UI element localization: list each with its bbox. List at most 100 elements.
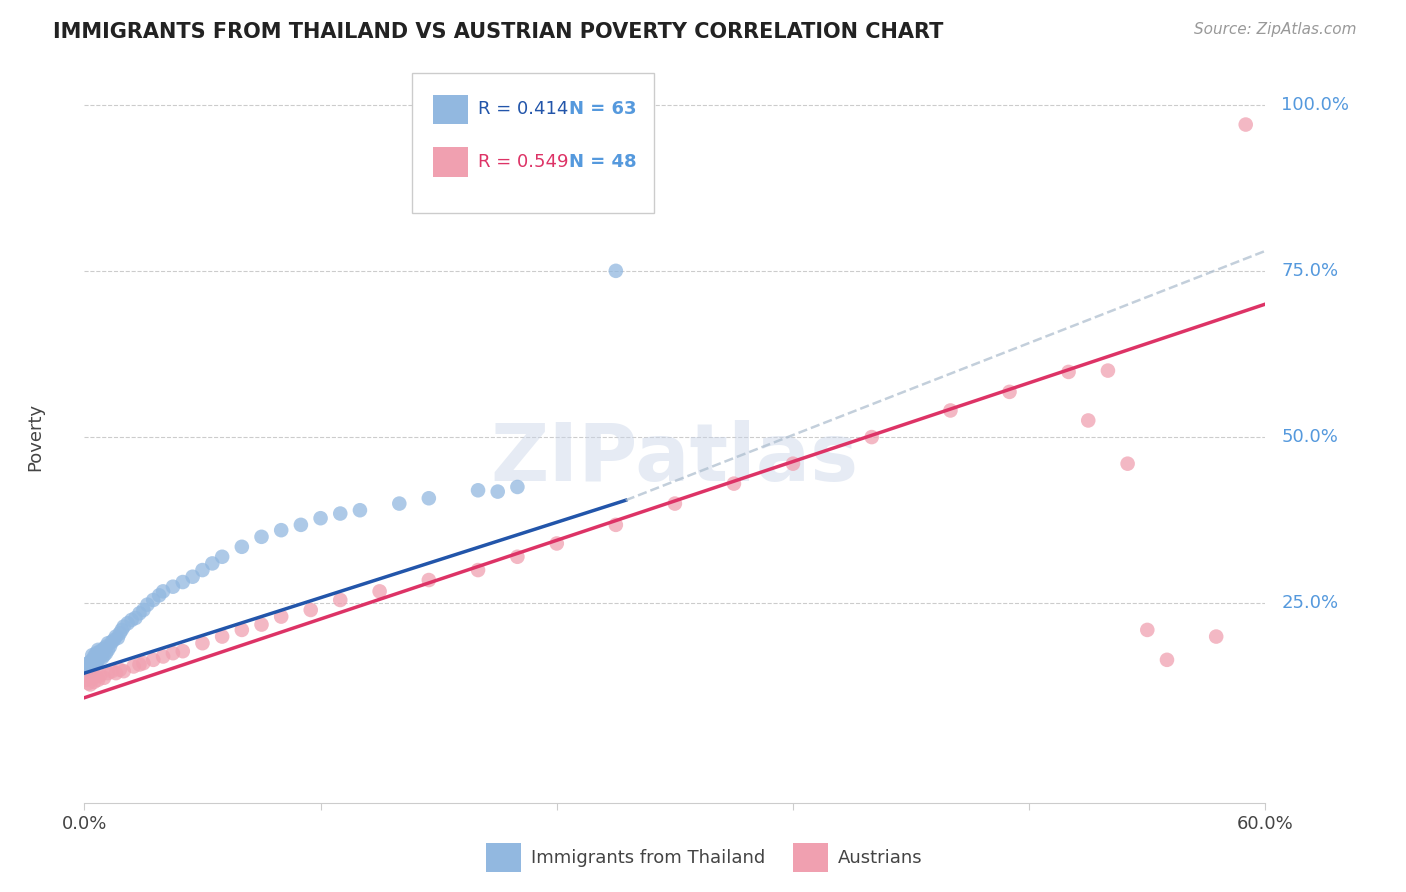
Text: Austrians: Austrians xyxy=(838,849,922,867)
Point xyxy=(211,630,233,644)
Point xyxy=(1097,363,1119,377)
Point xyxy=(290,517,312,532)
Point xyxy=(89,668,111,682)
Point xyxy=(172,644,194,658)
Point xyxy=(97,636,120,650)
Point xyxy=(82,657,104,672)
Point xyxy=(101,635,124,649)
Point xyxy=(201,557,224,571)
Point xyxy=(93,648,115,663)
Point xyxy=(998,384,1021,399)
Point xyxy=(1077,413,1099,427)
Point xyxy=(79,655,101,669)
Point xyxy=(87,673,110,687)
Point xyxy=(87,643,110,657)
Point xyxy=(939,403,962,417)
Point xyxy=(152,584,174,599)
Point xyxy=(388,497,411,511)
Text: R = 0.414: R = 0.414 xyxy=(478,101,568,119)
Text: IMMIGRANTS FROM THAILAND VS AUSTRIAN POVERTY CORRELATION CHART: IMMIGRANTS FROM THAILAND VS AUSTRIAN POV… xyxy=(53,22,943,42)
Point xyxy=(101,664,124,678)
Point xyxy=(1234,118,1257,132)
Point xyxy=(77,656,100,670)
Text: 25.0%: 25.0% xyxy=(1281,594,1339,612)
Point xyxy=(1136,623,1159,637)
Point xyxy=(142,653,165,667)
Point xyxy=(89,644,111,658)
Point xyxy=(82,653,104,667)
Point xyxy=(1116,457,1139,471)
Point xyxy=(87,648,110,663)
Point xyxy=(782,457,804,471)
Point xyxy=(231,623,253,637)
Point xyxy=(181,570,204,584)
Point xyxy=(83,654,105,668)
Text: Poverty: Poverty xyxy=(25,403,44,471)
Point xyxy=(84,669,107,683)
Point xyxy=(270,609,292,624)
Point xyxy=(1205,630,1227,644)
Point xyxy=(172,575,194,590)
Point xyxy=(1156,653,1178,667)
Point xyxy=(82,648,104,663)
Point xyxy=(506,549,529,564)
Point xyxy=(136,598,159,612)
Point xyxy=(75,663,97,677)
Point xyxy=(605,264,627,278)
Text: ZIPatlas: ZIPatlas xyxy=(491,420,859,498)
Bar xyxy=(486,843,522,872)
Point xyxy=(97,643,120,657)
Text: 75.0%: 75.0% xyxy=(1281,262,1339,280)
Point xyxy=(162,580,184,594)
Point xyxy=(97,666,120,681)
Point xyxy=(84,650,107,665)
Point xyxy=(112,619,135,633)
Point xyxy=(111,623,134,637)
Bar xyxy=(433,95,468,124)
Point xyxy=(93,671,115,685)
Point xyxy=(104,666,127,681)
FancyBboxPatch shape xyxy=(412,73,654,213)
Point xyxy=(142,593,165,607)
Text: 50.0%: 50.0% xyxy=(1281,428,1339,446)
Point xyxy=(329,507,352,521)
Point xyxy=(132,656,155,670)
Point xyxy=(250,617,273,632)
Point xyxy=(250,530,273,544)
Point xyxy=(83,649,105,664)
Text: Source: ZipAtlas.com: Source: ZipAtlas.com xyxy=(1194,22,1357,37)
Point xyxy=(117,616,139,631)
Point xyxy=(103,632,125,647)
Point xyxy=(132,603,155,617)
Point xyxy=(79,664,101,678)
Point xyxy=(91,650,114,665)
Point xyxy=(84,656,107,670)
Point xyxy=(75,673,97,687)
Point xyxy=(98,640,121,654)
Point xyxy=(82,671,104,685)
Point xyxy=(270,523,292,537)
Point xyxy=(467,483,489,498)
Point xyxy=(162,646,184,660)
Point xyxy=(128,657,150,672)
Point xyxy=(108,626,131,640)
Bar xyxy=(433,147,468,177)
Point xyxy=(77,676,100,690)
Point xyxy=(84,646,107,660)
Point xyxy=(309,511,332,525)
Point xyxy=(546,536,568,550)
Point xyxy=(299,603,322,617)
Point xyxy=(368,584,391,599)
Point xyxy=(506,480,529,494)
Point xyxy=(83,659,105,673)
Point xyxy=(124,611,146,625)
Point xyxy=(94,640,117,654)
Point xyxy=(148,588,170,602)
Point xyxy=(191,563,214,577)
Point xyxy=(418,491,440,506)
Point xyxy=(191,636,214,650)
Point xyxy=(467,563,489,577)
Point xyxy=(122,659,145,673)
Point xyxy=(349,503,371,517)
Point xyxy=(211,549,233,564)
